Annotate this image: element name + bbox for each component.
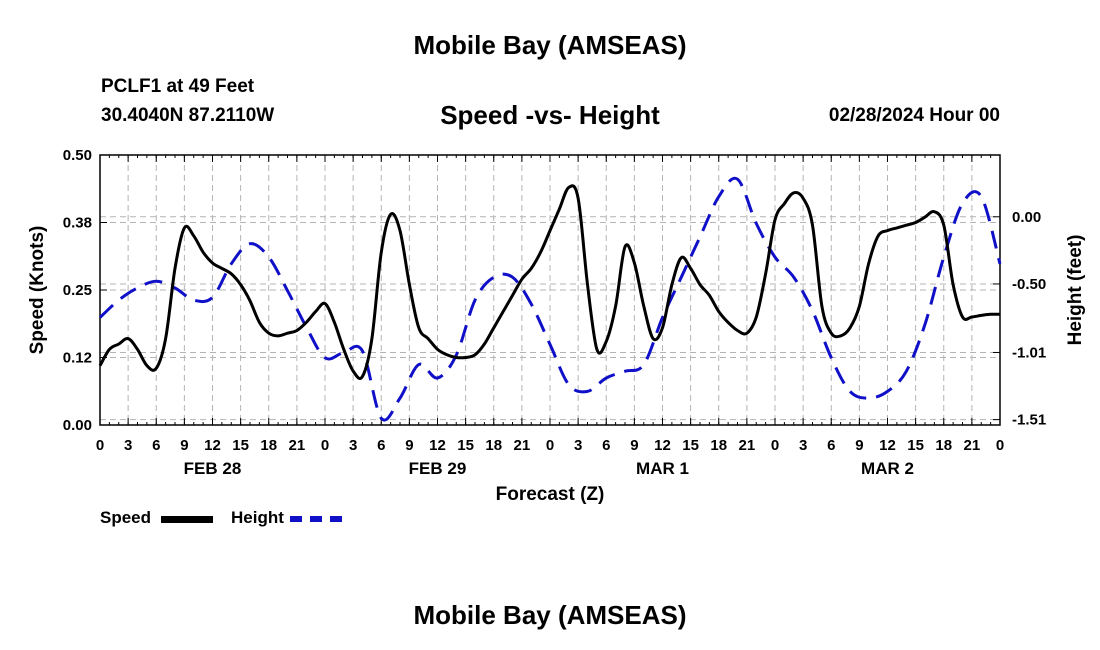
left-tick-label: 0.25: [63, 282, 92, 299]
x-tick-label: 9: [630, 437, 638, 454]
x-tick-label: 18: [710, 437, 727, 454]
grid-lines: [100, 155, 1000, 425]
day-label: FEB 29: [409, 459, 467, 478]
x-tick-label: 18: [260, 437, 277, 454]
footer-title: Mobile Bay (AMSEAS): [413, 600, 687, 630]
legend-height-swatch: [290, 516, 342, 522]
x-tick-label: 0: [771, 437, 779, 454]
x-tick-label: 3: [349, 437, 357, 454]
right-axis-label: Height (feet): [1065, 235, 1086, 346]
day-label: MAR 2: [861, 459, 914, 478]
left-tick-label: 0.00: [63, 417, 92, 434]
x-tick-label: 21: [964, 437, 981, 454]
chart-subtitle: Speed -vs- Height: [440, 100, 660, 130]
x-tick-label: 21: [739, 437, 756, 454]
x-tick-label: 15: [907, 437, 924, 454]
chart-title: Mobile Bay (AMSEAS): [413, 30, 687, 60]
left-tick-label: 0.50: [63, 147, 92, 164]
x-tick-label: 18: [485, 437, 502, 454]
right-tick-label: -1.01: [1012, 344, 1046, 361]
x-tick-label: 6: [377, 437, 385, 454]
x-tick-label: 0: [321, 437, 329, 454]
left-axis: 0.00 0.12 0.25 0.38 0.50: [63, 147, 107, 434]
x-tick-label: 6: [827, 437, 835, 454]
right-tick-label: -1.51: [1012, 412, 1046, 429]
x-tick-label: 0: [996, 437, 1004, 454]
x-tick-label: 0: [546, 437, 554, 454]
x-tick-label: 9: [180, 437, 188, 454]
left-tick-label: 0.38: [63, 215, 92, 232]
series-group: [98, 176, 1002, 422]
legend-speed-swatch: [161, 516, 213, 523]
x-tick-label: 0: [96, 437, 104, 454]
x-axis-label: Forecast (Z): [496, 484, 605, 505]
x-tick-label: 18: [935, 437, 952, 454]
right-axis: 0.00 -0.50 -1.01 -1.51: [993, 209, 1046, 429]
x-tick-label: 12: [879, 437, 896, 454]
x-tick-label: 3: [799, 437, 807, 454]
station-coordinates: 30.4040N 87.2110W: [101, 105, 275, 126]
x-tick-label: 15: [457, 437, 474, 454]
day-label: FEB 28: [184, 459, 242, 478]
x-tick-label: 21: [289, 437, 306, 454]
station-label: PCLF1 at 49 Feet: [101, 76, 255, 97]
right-tick-label: 0.00: [1012, 209, 1041, 226]
x-tick-label: 12: [204, 437, 221, 454]
x-tick-label: 6: [152, 437, 160, 454]
x-tick-label: 6: [602, 437, 610, 454]
x-tick-label: 15: [232, 437, 249, 454]
left-tick-label: 0.12: [63, 350, 92, 367]
x-tick-label: 21: [514, 437, 531, 454]
legend-height-label: Height: [231, 508, 284, 527]
x-axis: 0 3 6 9 12 15 18 21 0 3 6 9 12 15 18 21 0 3 6 9 12 15 18 21 0 3 6 9…: [96, 155, 1004, 478]
x-tick-label: 9: [855, 437, 863, 454]
series-line-height: [98, 176, 1002, 422]
left-axis-label: Speed (Knots): [27, 226, 48, 355]
legend-speed-label: Speed: [100, 508, 152, 527]
x-tick-label: 12: [429, 437, 446, 454]
x-tick-label: 12: [654, 437, 671, 454]
x-tick-label: 15: [682, 437, 699, 454]
right-tick-label: -0.50: [1012, 276, 1046, 293]
x-tick-label: 3: [574, 437, 582, 454]
day-label: MAR 1: [636, 459, 689, 478]
forecast-date: 02/28/2024 Hour 00: [828, 105, 1000, 126]
x-tick-label: 3: [124, 437, 132, 454]
series-line-speed: [98, 184, 1001, 380]
x-tick-label: 9: [405, 437, 413, 454]
